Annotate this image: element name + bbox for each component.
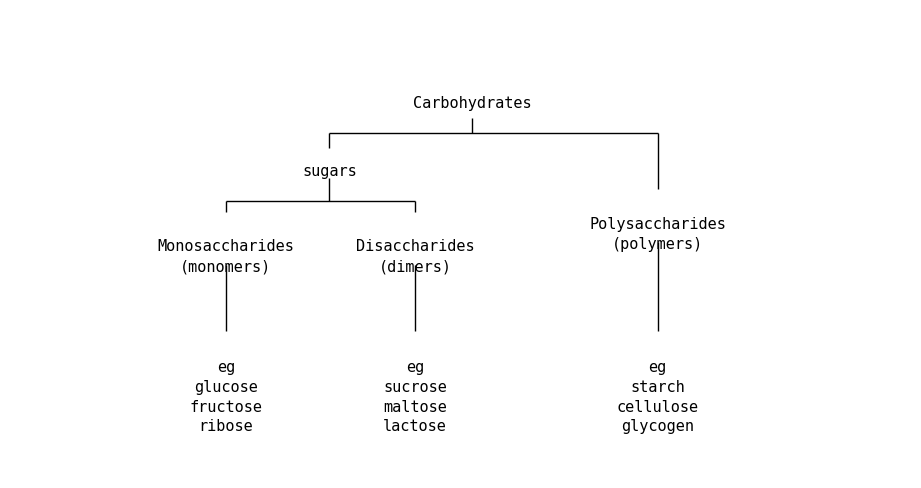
Text: sugars: sugars — [302, 164, 356, 179]
Text: eg
starch
cellulose
glycogen: eg starch cellulose glycogen — [616, 359, 699, 433]
Text: Carbohydrates: Carbohydrates — [413, 96, 531, 111]
Text: Monosaccharides
(monomers): Monosaccharides (monomers) — [157, 239, 294, 274]
Text: Disaccharides
(dimers): Disaccharides (dimers) — [356, 239, 474, 274]
Text: eg
glucose
fructose
ribose: eg glucose fructose ribose — [189, 359, 262, 433]
Text: Polysaccharides
(polymers): Polysaccharides (polymers) — [589, 216, 726, 251]
Text: eg
sucrose
maltose
lactose: eg sucrose maltose lactose — [383, 359, 447, 433]
